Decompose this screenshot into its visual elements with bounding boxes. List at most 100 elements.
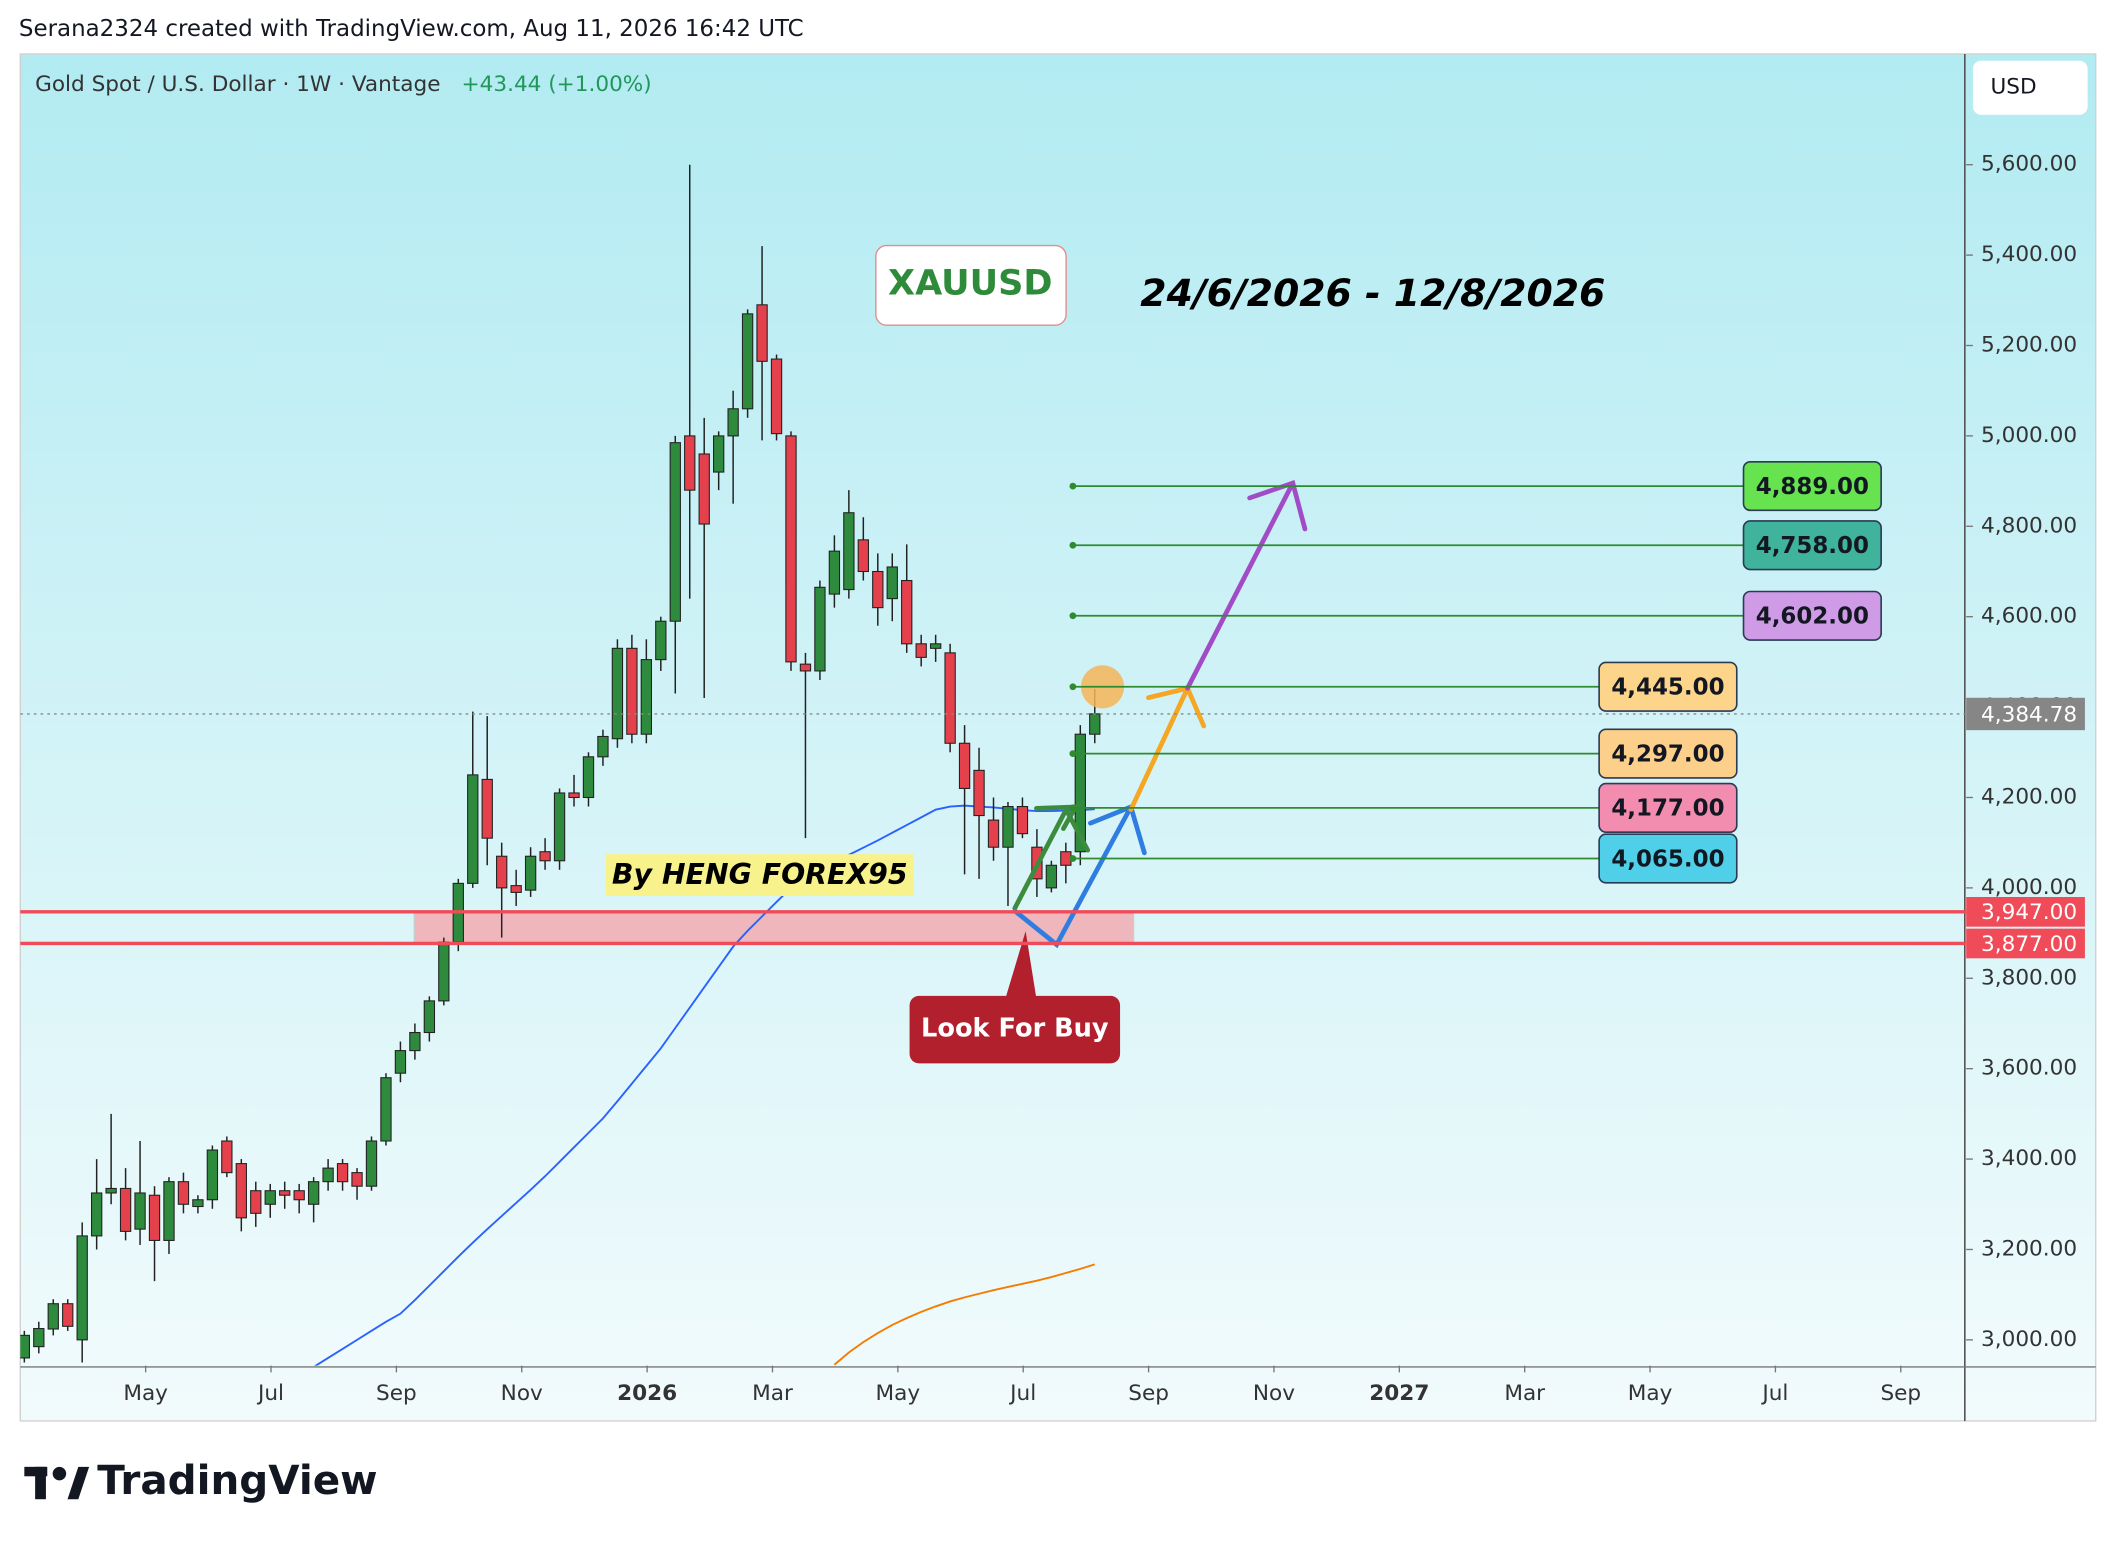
- candle-body: [640, 659, 653, 735]
- candle-body: [987, 819, 1000, 848]
- period: 24/6/2026 - 12/8/2026: [1140, 271, 1605, 315]
- candle-body: [626, 647, 638, 735]
- x-tick-label: Jul: [256, 1381, 284, 1406]
- candle-body: [423, 1000, 436, 1034]
- candle-body: [1089, 713, 1101, 735]
- candle-body: [279, 1190, 291, 1196]
- target-dot: [1069, 482, 1077, 490]
- candle-body: [365, 1140, 378, 1187]
- target-label: 4,889.00: [1756, 474, 1869, 500]
- purple-arrow: [1185, 480, 1296, 691]
- target-dot: [1069, 612, 1077, 620]
- target-box: [1742, 590, 1882, 641]
- candle-body: [684, 435, 696, 491]
- candle-body: [510, 885, 522, 893]
- candle-body: [611, 647, 624, 740]
- currency[interactable]: USD: [1990, 75, 2036, 100]
- candle-body: [929, 643, 942, 649]
- zone-label-box: [1966, 896, 2085, 927]
- candle-body: [380, 1077, 392, 1142]
- candle-body: [264, 1190, 276, 1205]
- candle-body: [409, 1031, 421, 1052]
- candle-body: [163, 1181, 175, 1241]
- candle-body: [1060, 851, 1072, 866]
- y-tick-label: 3,400.00: [1981, 1146, 2077, 1171]
- y-tick-label: 5,000.00: [1981, 423, 2077, 448]
- header: Serana2324 created with TradingView.com,…: [19, 16, 804, 42]
- candle-body: [148, 1194, 161, 1241]
- callout: Look For Buy: [921, 1014, 1109, 1044]
- target-box: [1598, 728, 1738, 779]
- last-price-label: 4,384.78: [1981, 702, 2077, 727]
- candle-body: [698, 453, 710, 525]
- zone-label: 3,877.00: [1981, 932, 2077, 957]
- candle-body: [958, 742, 971, 789]
- candle-body: [1016, 805, 1029, 835]
- candle-body: [582, 756, 595, 799]
- candle-body: [394, 1050, 407, 1074]
- last-price-box: [1966, 697, 2085, 731]
- candle-body: [727, 408, 739, 437]
- candle-body: [857, 539, 869, 573]
- y-tick-label: 4,000.00: [1981, 875, 2077, 900]
- logo: [24, 1466, 90, 1500]
- symbol-title: Gold Spot / U.S. Dollar · 1W · Vantage: [35, 72, 440, 97]
- candle-body: [973, 769, 985, 817]
- candle-body: [741, 313, 754, 410]
- candle-body: [799, 663, 812, 672]
- x-tick-label: Sep: [376, 1381, 417, 1406]
- candle-body: [119, 1187, 132, 1232]
- candle-body: [467, 774, 479, 884]
- candle-body: [481, 778, 493, 839]
- candle-body: [307, 1181, 320, 1205]
- candle-body: [47, 1303, 59, 1330]
- target-dot: [1069, 683, 1077, 691]
- drawings: [1012, 480, 1308, 949]
- candle-body: [192, 1199, 204, 1208]
- target-label: 4,758.00: [1756, 533, 1869, 559]
- y-tick-label: 5,400.00: [1981, 242, 2077, 267]
- y-tick-label: 5,600.00: [1981, 152, 2077, 177]
- x-tick-label: Sep: [1128, 1381, 1169, 1406]
- candle-body: [886, 566, 898, 600]
- candle-body: [872, 570, 884, 609]
- currency-button[interactable]: [1972, 60, 2088, 115]
- x-tick-label: Sep: [1880, 1381, 1921, 1406]
- candle-body: [597, 735, 609, 758]
- x-tick-label: Mar: [752, 1381, 793, 1406]
- candle-body: [250, 1190, 262, 1214]
- target-box: [1598, 661, 1738, 712]
- candle-body: [539, 851, 551, 862]
- target-label: 4,065.00: [1611, 846, 1724, 872]
- x-tick-label: Jul: [1008, 1381, 1036, 1406]
- logo-slash: [67, 1466, 90, 1500]
- candle-body: [524, 855, 537, 891]
- candle-body: [1045, 864, 1058, 889]
- candle-body: [655, 620, 667, 661]
- target-dot: [1069, 750, 1077, 758]
- brand: TradingView: [97, 1456, 377, 1504]
- candle-body: [336, 1163, 349, 1183]
- candle-body: [915, 643, 927, 658]
- x-tick-label: Mar: [1504, 1381, 1545, 1406]
- y-tick-label: 3,800.00: [1981, 965, 2077, 990]
- x-tick-label: Jul: [1760, 1381, 1788, 1406]
- candle-body: [843, 512, 855, 591]
- x-tick-label: Nov: [1253, 1381, 1295, 1406]
- candle-body: [1002, 805, 1014, 848]
- candle-body: [770, 358, 783, 435]
- change: +43.44 (+1.00%): [462, 72, 652, 97]
- candle-body: [496, 855, 508, 889]
- candle-body: [76, 1235, 88, 1341]
- purple-head: [1247, 480, 1308, 532]
- target-label: 4,602.00: [1756, 604, 1869, 630]
- candle-body: [351, 1172, 363, 1187]
- callout-box: [909, 995, 1121, 1064]
- target-box: [1598, 833, 1738, 884]
- candle-body: [901, 579, 913, 645]
- candle-body: [944, 652, 956, 744]
- candle-body: [62, 1303, 74, 1327]
- candle-body: [669, 442, 681, 622]
- zone-label: 3,947.00: [1981, 900, 2077, 925]
- candle-body: [713, 435, 725, 473]
